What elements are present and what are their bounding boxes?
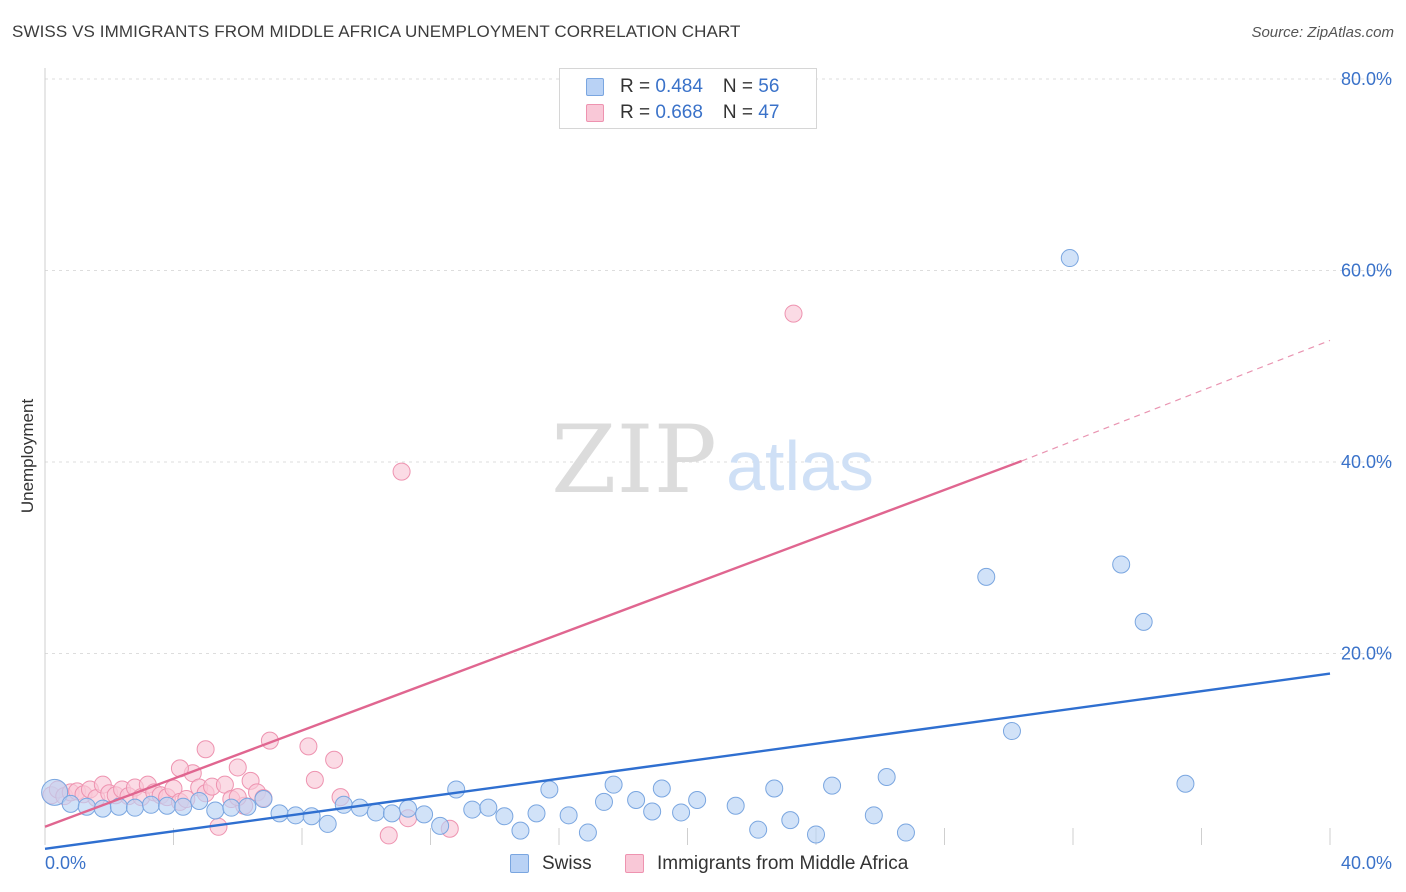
swiss-point	[463, 800, 482, 819]
axes	[44, 68, 1331, 845]
swiss-point	[270, 804, 289, 823]
swiss-point	[652, 779, 671, 798]
correlation-legend: R = 0.484 N = 56 R = 0.668 N = 47	[559, 68, 817, 129]
data-points	[41, 249, 1195, 845]
swiss-point	[627, 790, 646, 809]
legend-n-label: N =	[722, 102, 759, 123]
immigrants-trend-extension	[1021, 339, 1331, 462]
legend-r-value: 0.668	[655, 102, 703, 123]
legend-n-value: 47	[758, 102, 780, 123]
swiss-point	[415, 805, 434, 824]
swiss-point	[366, 803, 385, 822]
swiss-point	[781, 811, 800, 830]
tick-labels: 20.0% 40.0% 60.0% 80.0% 0.0% 40.0%	[45, 69, 1392, 873]
swiss-point	[125, 798, 144, 817]
swiss-point	[1112, 555, 1131, 574]
swiss-point	[877, 768, 896, 787]
swiss-point	[174, 797, 193, 816]
swiss-point	[158, 796, 177, 815]
swiss-point	[672, 803, 691, 822]
watermark-zip: ZIP	[551, 406, 717, 515]
swiss-point	[41, 778, 69, 806]
swiss-point	[594, 792, 613, 811]
swiss-point	[318, 814, 337, 833]
swiss-point	[1134, 612, 1153, 631]
swiss-point	[495, 807, 514, 826]
swiss-point	[238, 797, 257, 816]
legend-r-label: R =	[620, 76, 656, 97]
swiss-point	[559, 806, 578, 825]
immigrants-point	[325, 750, 344, 769]
swiss-point	[864, 806, 883, 825]
source-label: Source: ZipAtlas.com	[1251, 24, 1394, 41]
y-tick-label: 60.0%	[1341, 261, 1392, 281]
legend-swatch-immigrants	[586, 104, 604, 122]
bottom-legend-swatch-swiss	[510, 854, 529, 873]
y-tick-label: 40.0%	[1341, 452, 1392, 472]
bottom-legend-label-immigrants: Immigrants from Middle Africa	[657, 853, 909, 874]
swiss-point	[431, 816, 450, 835]
swiss-point	[765, 779, 784, 798]
swiss-point	[190, 791, 209, 810]
swiss-point	[206, 801, 225, 820]
swiss-point	[726, 796, 745, 815]
y-tick-label: 20.0%	[1341, 644, 1392, 664]
bottom-legend-swatch-immigrants	[625, 854, 644, 873]
immigrants-point	[299, 737, 318, 756]
swiss-point	[61, 794, 80, 813]
swiss-point	[399, 799, 418, 818]
legend-text-swiss: R = 0.484 N = 56	[620, 76, 779, 98]
grid-lines	[45, 78, 1392, 654]
swiss-point	[479, 798, 498, 817]
legend-text-immigrants: R = 0.668 N = 47	[620, 102, 779, 124]
immigrants-point	[379, 826, 398, 845]
legend-n-value: 56	[758, 76, 780, 97]
immigrants-point	[228, 758, 247, 777]
x-tick-label: 40.0%	[1341, 853, 1392, 873]
swiss-point	[643, 802, 662, 821]
swiss-point	[447, 780, 466, 799]
swiss-point	[334, 795, 353, 814]
legend-n-label: N =	[722, 76, 759, 97]
immigrants-trend-line	[44, 459, 1023, 828]
swiss-point	[1176, 774, 1195, 793]
swiss-point	[302, 807, 321, 826]
swiss-point	[823, 776, 842, 795]
swiss-trend-line	[44, 672, 1331, 851]
legend-r-label: R =	[620, 102, 656, 123]
swiss-point	[527, 804, 546, 823]
swiss-point	[222, 798, 241, 817]
swiss-point	[578, 823, 597, 842]
swiss-point	[604, 775, 623, 794]
legend-swatch-swiss	[586, 78, 604, 96]
swiss-point	[382, 804, 401, 823]
bottom-legend-label-swiss: Swiss	[542, 853, 592, 874]
swiss-point	[688, 790, 707, 809]
x-tick-label: 0.0%	[45, 853, 86, 873]
swiss-point	[1060, 249, 1079, 268]
swiss-point	[1002, 722, 1021, 741]
legend-r-value: 0.484	[655, 76, 703, 97]
watermark-atlas: atlas	[726, 427, 874, 505]
immigrants-point	[305, 770, 324, 789]
swiss-point	[807, 825, 825, 844]
immigrants-point	[784, 304, 803, 323]
swiss-point	[540, 780, 559, 799]
swiss-point	[142, 795, 161, 814]
trend-lines	[44, 339, 1331, 851]
swiss-point	[511, 821, 530, 840]
immigrants-point	[392, 462, 411, 481]
swiss-point	[254, 790, 273, 809]
swiss-point	[749, 820, 768, 839]
swiss-point	[977, 567, 996, 586]
chart-title: SWISS VS IMMIGRANTS FROM MIDDLE AFRICA U…	[12, 22, 741, 41]
swiss-point	[896, 823, 915, 842]
immigrants-point	[196, 740, 215, 759]
y-tick-label: 80.0%	[1341, 69, 1392, 89]
